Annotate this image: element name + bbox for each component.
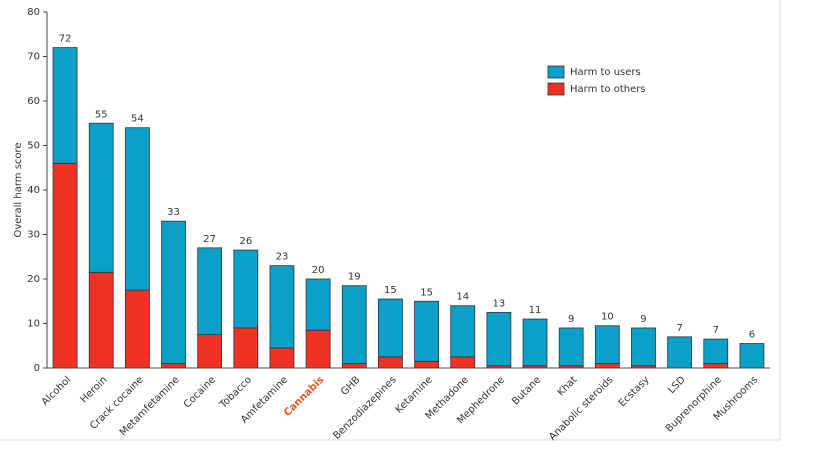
bar-segment — [414, 360, 439, 369]
total-label: 54 — [131, 114, 144, 125]
x-tick-label: Cocaine — [182, 374, 218, 410]
bar-segment — [124, 289, 150, 369]
total-label: 72 — [59, 34, 72, 45]
total-label: 13 — [493, 298, 506, 309]
bar-segment — [88, 271, 114, 369]
bar-segment — [52, 47, 78, 164]
bar-segment — [197, 334, 223, 369]
bar-segment — [703, 338, 729, 364]
bar-segment — [269, 347, 295, 369]
y-tick-label: 0 — [34, 363, 40, 374]
y-tick-label: 50 — [27, 141, 40, 152]
legend-swatch — [547, 65, 565, 79]
total-label: 55 — [95, 109, 108, 120]
bar-segment — [124, 127, 150, 291]
bar-segment — [197, 247, 223, 336]
x-tick-label: Khat — [555, 374, 579, 398]
bar-segment — [305, 329, 331, 369]
bar-segment — [486, 311, 512, 367]
bar-segment — [269, 265, 295, 349]
x-tick-label: Benzodiazepines — [331, 374, 398, 441]
y-tick-label: 70 — [27, 52, 40, 63]
bar-segment — [703, 363, 729, 369]
total-label: 33 — [167, 207, 180, 218]
legend-swatch — [547, 82, 565, 96]
y-tick-label: 60 — [27, 96, 40, 107]
total-label: 14 — [456, 292, 469, 303]
y-tick-label: 20 — [27, 274, 40, 285]
total-label: 11 — [529, 305, 542, 316]
y-tick-label: 80 — [27, 7, 40, 18]
total-label: 19 — [348, 272, 361, 283]
y-tick-label: 10 — [27, 319, 40, 330]
total-label: 6 — [749, 330, 755, 341]
bar-segment — [233, 249, 259, 329]
y-tick-label: 30 — [27, 230, 40, 241]
total-label: 26 — [239, 236, 252, 247]
x-tick-label: Heroin — [78, 374, 109, 405]
total-label: 15 — [384, 285, 397, 296]
bar-segment — [739, 343, 765, 369]
bar-segment — [558, 327, 584, 367]
total-label: 9 — [568, 314, 574, 325]
legend-label: Harm to others — [570, 84, 646, 95]
total-label: 7 — [713, 325, 719, 336]
bar-segment — [305, 278, 331, 331]
bar-segment — [161, 363, 186, 369]
bar-segment — [341, 285, 367, 364]
bar-segment — [378, 298, 403, 358]
total-label: 20 — [312, 265, 325, 276]
y-axis-label: Overall harm score — [13, 142, 24, 237]
bar-segment — [631, 327, 656, 367]
x-tick-label: Ecstasy — [617, 374, 652, 409]
x-tick-label: Tobacco — [217, 374, 254, 411]
total-label: 10 — [601, 312, 614, 323]
x-tick-label: LSD — [666, 374, 688, 396]
bar-segment — [594, 363, 620, 369]
bar-segment — [414, 300, 439, 362]
bar-segment — [52, 162, 78, 369]
x-tick-label: GHB — [339, 374, 363, 398]
total-label: 9 — [640, 314, 646, 325]
bar-segment — [594, 325, 620, 364]
bar-segment — [378, 356, 403, 369]
bar-segment — [161, 220, 186, 364]
total-label: 7 — [676, 323, 682, 334]
legend-label: Harm to users — [570, 67, 641, 78]
total-label: 27 — [203, 234, 216, 245]
bar-segment — [450, 305, 476, 358]
bar-segment — [233, 327, 259, 369]
bar-segment — [450, 356, 476, 369]
x-tick-label: Anabolic steroids — [547, 374, 615, 442]
x-tick-label: Butane — [510, 374, 543, 407]
bar-segment — [667, 336, 693, 369]
total-label: 15 — [420, 287, 433, 298]
bar-segment — [88, 122, 114, 273]
bar-segment — [341, 363, 367, 369]
x-tick-label: Alcohol — [40, 374, 74, 408]
y-tick-label: 40 — [27, 185, 40, 196]
total-label: 23 — [276, 252, 289, 263]
bar-segment — [522, 318, 548, 367]
